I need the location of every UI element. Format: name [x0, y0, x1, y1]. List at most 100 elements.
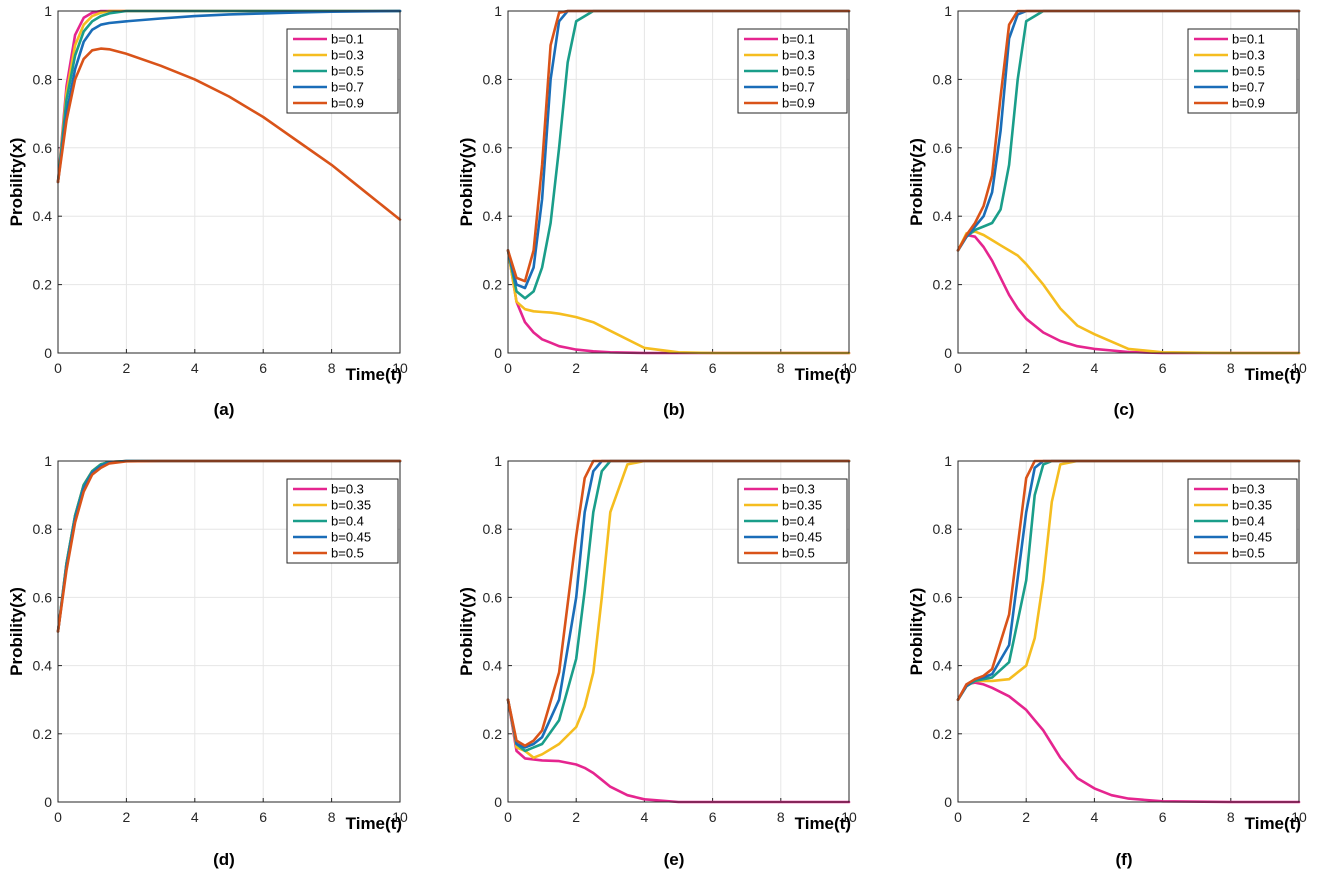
x-tick-label: 8 — [1227, 809, 1235, 825]
x-tick-label: 10 — [392, 360, 408, 376]
x-axis-label: Time(t) — [795, 365, 851, 384]
y-tick-label: 0.6 — [483, 140, 503, 156]
subplot-1: 0 2 4 6 8 1000.20.40.60.81b=0.1b=0.3b=0.5b=0.… — [7, 3, 408, 419]
y-tick-label: 0.8 — [33, 71, 53, 87]
x-axis-label: Time(t) — [795, 814, 851, 833]
x-tick-label: 0 — [54, 809, 62, 825]
x-tick-label: 8 — [1227, 360, 1235, 376]
legend-entry: b=0.3 — [331, 48, 364, 63]
legend-entry: b=0.4 — [1232, 514, 1265, 529]
legend-entry: b=0.35 — [782, 498, 822, 513]
subplot-caption: (b) — [663, 400, 685, 419]
x-tick-label: 6 — [709, 360, 717, 376]
legend-entry: b=0.5 — [1232, 546, 1265, 561]
y-tick-label: 0.4 — [483, 208, 503, 224]
x-tick-label: 2 — [123, 360, 131, 376]
subplot-caption: (d) — [213, 850, 235, 869]
y-tick-label: 0 — [494, 345, 502, 361]
subplot-5: 0 2 4 6 8 1000.20.40.60.81b=0.3b=0.35b=0.4b=0… — [457, 453, 857, 869]
x-tick-label: 2 — [572, 809, 580, 825]
x-tick-label: 2 — [1022, 809, 1030, 825]
legend-entry: b=0.9 — [331, 96, 364, 111]
series-line-1 — [956, 233, 1301, 355]
y-axis-label: Probility(x) — [7, 138, 26, 227]
y-tick-label: 0.6 — [933, 140, 953, 156]
legend-entry: b=0.35 — [331, 498, 371, 513]
subplot-caption: (e) — [664, 850, 685, 869]
x-tick-label: 6 — [259, 809, 267, 825]
x-tick-label: 4 — [641, 360, 649, 376]
legend-box — [737, 478, 848, 564]
legend-entry: b=0.3 — [782, 482, 815, 497]
y-tick-label: 0.4 — [933, 658, 953, 674]
y-tick-label: 0 — [44, 345, 52, 361]
x-tick-label: 6 — [1159, 360, 1167, 376]
y-tick-label: 1 — [494, 3, 502, 19]
legend-entry: b=0.45 — [331, 530, 371, 545]
legend-entry: b=0.5 — [782, 64, 815, 79]
y-axis-label: Probility(z) — [907, 588, 926, 676]
y-tick-label: 1 — [44, 453, 52, 469]
x-tick-label: 10 — [1291, 360, 1307, 376]
y-tick-label: 0.8 — [483, 521, 503, 537]
legend-entry: b=0.1 — [782, 32, 815, 47]
x-tick-label: 6 — [709, 809, 717, 825]
legend-entry: b=0.4 — [782, 514, 815, 529]
y-tick-label: 0.4 — [483, 658, 503, 674]
legend-entry: b=0.9 — [1232, 96, 1265, 111]
y-axis-label: Probility(y) — [457, 587, 476, 676]
series-line-4 — [56, 9, 402, 184]
legend-entry: b=0.5 — [782, 546, 815, 561]
subplot-4: 0 2 4 6 8 1000.20.40.60.81b=0.3b=0.35b=0.4b=0… — [7, 453, 408, 869]
legend-entry: b=0.45 — [1232, 530, 1272, 545]
x-tick-label: 10 — [841, 360, 857, 376]
x-tick-label: 10 — [392, 809, 408, 825]
y-tick-label: 0.2 — [33, 726, 53, 742]
subplot-caption: (c) — [1114, 400, 1135, 419]
series-line-5 — [56, 47, 402, 221]
x-tick-label: 0 — [954, 809, 962, 825]
y-tick-label: 0.6 — [933, 589, 953, 605]
x-axis-label: Time(t) — [346, 365, 402, 384]
x-axis-label: Time(t) — [1245, 814, 1301, 833]
legend-entry: b=0.7 — [782, 80, 815, 95]
x-tick-label: 4 — [191, 360, 199, 376]
legend-entry: b=0.35 — [1232, 498, 1272, 513]
axes-box — [507, 10, 850, 354]
x-tick-label: 4 — [1091, 360, 1099, 376]
x-tick-label: 8 — [777, 809, 785, 825]
x-tick-label: 10 — [1291, 809, 1307, 825]
y-tick-label: 0.6 — [483, 589, 503, 605]
y-tick-label: 0.2 — [483, 726, 503, 742]
x-tick-label: 6 — [259, 360, 267, 376]
axes-box — [957, 10, 1300, 354]
y-tick-label: 0 — [494, 794, 502, 810]
y-tick-label: 0.2 — [933, 277, 953, 293]
legend-entry: b=0.3 — [1232, 482, 1265, 497]
axes-box — [57, 10, 401, 354]
y-tick-label: 0.8 — [33, 521, 53, 537]
legend-entry: b=0.7 — [1232, 80, 1265, 95]
y-tick-label: 0.6 — [33, 589, 53, 605]
x-axis-label: Time(t) — [1245, 365, 1301, 384]
legend-entry: b=0.3 — [782, 48, 815, 63]
y-tick-label: 0.6 — [33, 140, 53, 156]
legend-entry: b=0.5 — [331, 546, 364, 561]
subplot-6: 0 2 4 6 8 1000.20.40.60.81b=0.3b=0.35b=0.4b=0… — [907, 453, 1307, 869]
legend-entry: b=0.3 — [1232, 48, 1265, 63]
series-line-1 — [956, 681, 1301, 804]
x-tick-label: 4 — [191, 809, 199, 825]
y-tick-label: 0.4 — [33, 208, 53, 224]
x-tick-label: 0 — [54, 360, 62, 376]
x-axis-label: Time(t) — [346, 814, 402, 833]
legend-entry: b=0.5 — [1232, 64, 1265, 79]
x-tick-label: 2 — [1022, 360, 1030, 376]
x-tick-label: 10 — [841, 809, 857, 825]
axes-box — [957, 460, 1300, 803]
x-tick-label: 0 — [504, 809, 512, 825]
x-tick-label: 0 — [954, 360, 962, 376]
subplot-caption: (f) — [1116, 850, 1133, 869]
y-tick-label: 0.4 — [933, 208, 953, 224]
legend-entry: b=0.7 — [331, 80, 364, 95]
